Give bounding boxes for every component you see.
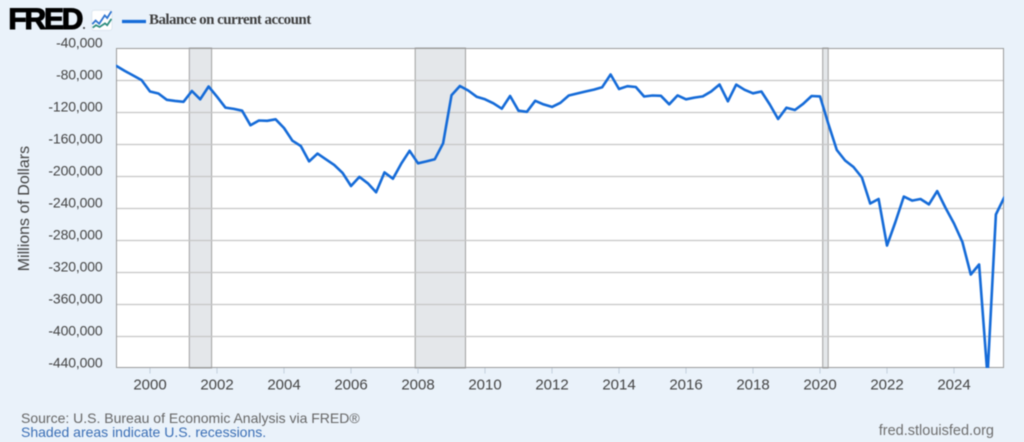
svg-text:2006: 2006 (334, 377, 367, 394)
svg-text:-160,000: -160,000 (48, 131, 102, 147)
svg-text:2014: 2014 (602, 377, 635, 394)
svg-text:-320,000: -320,000 (48, 259, 102, 275)
svg-text:Millions of Dollars: Millions of Dollars (16, 146, 33, 271)
svg-text:-440,000: -440,000 (48, 355, 102, 371)
svg-text:-40,000: -40,000 (56, 35, 103, 51)
svg-text:2004: 2004 (267, 377, 300, 394)
svg-text:2024: 2024 (937, 377, 970, 394)
svg-text:-240,000: -240,000 (48, 195, 102, 211)
svg-text:-200,000: -200,000 (48, 163, 102, 179)
svg-text:2002: 2002 (200, 377, 233, 394)
svg-text:2016: 2016 (669, 377, 702, 394)
svg-text:2010: 2010 (468, 377, 501, 394)
svg-text:2008: 2008 (401, 377, 434, 394)
svg-text:-360,000: -360,000 (48, 291, 102, 307)
svg-text:-400,000: -400,000 (48, 323, 102, 339)
svg-text:2018: 2018 (736, 377, 769, 394)
svg-text:2020: 2020 (803, 377, 836, 394)
svg-text:2000: 2000 (133, 377, 166, 394)
svg-text:2012: 2012 (535, 377, 568, 394)
svg-text:2022: 2022 (870, 377, 903, 394)
svg-text:-280,000: -280,000 (48, 227, 102, 243)
svg-text:-120,000: -120,000 (48, 99, 102, 115)
svg-text:-80,000: -80,000 (56, 67, 103, 83)
